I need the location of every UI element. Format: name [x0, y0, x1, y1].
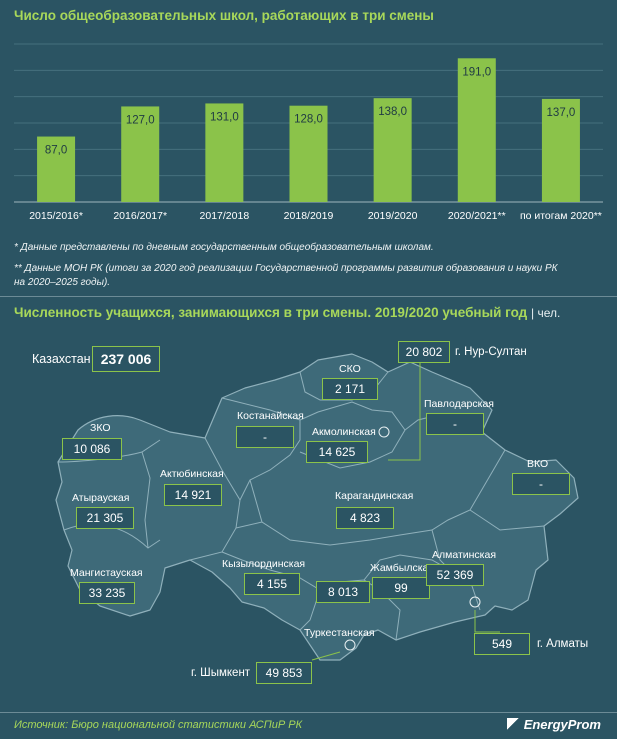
region-label-nur-sultan: г. Нур-Султан — [455, 346, 527, 358]
region-value-almaty-city: 549 — [474, 633, 530, 655]
region-label-kostanay: Костанайская — [237, 410, 304, 422]
region-value-kostanay: - — [236, 426, 294, 448]
region-value-almaty-region: 52 369 — [426, 564, 484, 586]
map-title-unit: | чел. — [531, 306, 561, 320]
leader-almaty — [474, 610, 500, 633]
nur-sultan-marker — [378, 426, 390, 438]
region-label-kyzylorda: Кызылординская — [222, 558, 306, 570]
bar — [289, 105, 328, 202]
bar-value-label: 191,0 — [462, 66, 491, 78]
kazakhstan-total: 237 006 — [92, 346, 160, 372]
bar — [541, 98, 580, 202]
region-value-atyrau: 21 305 — [76, 507, 134, 529]
map-outline — [55, 353, 579, 661]
region-value-vko: - — [512, 473, 570, 495]
region-value-zhambyl: 99 — [372, 577, 430, 599]
logo: EnergyProm — [506, 717, 601, 732]
region-label-karaganda: Карагандинская — [335, 490, 414, 502]
region-label-aktobe: Актюбинская — [160, 468, 224, 480]
region-value-turkestan: 8 013 — [316, 581, 370, 603]
x-tick-label: 2020/2021** — [448, 210, 506, 222]
region-value-zko: 10 086 — [62, 438, 122, 460]
region-value-sko: 2 171 — [322, 378, 378, 400]
footnote-2b: на 2020–2025 годы). — [14, 277, 111, 288]
border-kost — [221, 397, 301, 501]
region-label-almaty-city: г. Алматы — [537, 638, 589, 650]
bar — [373, 98, 412, 202]
border-kar — [249, 449, 506, 546]
region-label-zhambyl: Жамбылская — [370, 562, 435, 574]
bar-value-label: 87,0 — [45, 145, 67, 157]
footnote-1: * Данные представлены по дневным государ… — [14, 242, 434, 253]
region-label-pavlodar: Павлодарская — [424, 398, 494, 410]
bar-value-label: 127,0 — [126, 114, 155, 126]
map-title-text: Численность учащихся, занимающихся в три… — [14, 305, 528, 320]
logo-text: EnergyProm — [523, 717, 601, 732]
region-value-shymkent: 49 853 — [256, 662, 312, 684]
region-value-kyzylorda: 4 155 — [244, 573, 300, 595]
bar-chart: 87,0 2015/2016* 127,0 2016/2017* 131,0 2017/2… — [14, 43, 603, 222]
chart-title: Число общеобразовательных школ, работающ… — [14, 8, 434, 23]
bar — [457, 58, 496, 202]
border-akm — [299, 401, 406, 469]
region-label-zko: ЗКО — [90, 422, 111, 434]
bar — [37, 136, 76, 202]
map-title: Численность учащихся, занимающихся в три… — [14, 305, 560, 320]
region-label-atyrau: Атырауская — [72, 492, 130, 504]
footer: Источник: Бюро национальной статистики А… — [0, 712, 617, 739]
region-value-akmola: 14 625 — [306, 441, 368, 463]
border-vko — [469, 509, 545, 531]
region-label-vko: ВКО — [527, 458, 549, 470]
source-text: Источник: Бюро национальной статистики А… — [14, 719, 303, 731]
x-tick-label: 2018/2019 — [284, 210, 334, 222]
border-kyz — [221, 521, 321, 631]
leader-nur — [388, 358, 421, 461]
region-label-mangistau: Мангистауская — [70, 567, 143, 579]
region-value-mangistau: 33 235 — [79, 582, 135, 604]
x-tick-label: по итогам 2020** — [520, 210, 602, 222]
region-label-sko: СКО — [339, 363, 361, 375]
x-tick-label: 2016/2017* — [113, 210, 167, 222]
border-zko-atyr — [141, 451, 151, 549]
leader-shym — [311, 651, 341, 661]
bar-value-label: 138,0 — [378, 106, 407, 118]
region-label-turkestan: Туркестанская — [304, 627, 375, 639]
region-value-pavlodar: - — [426, 413, 484, 435]
region-value-aktobe: 14 921 — [164, 484, 222, 506]
bar — [205, 103, 244, 202]
x-tick-label: 2017/2018 — [200, 210, 250, 222]
region-label-almaty-region: Алматинская — [432, 549, 497, 561]
bar-value-label: 128,0 — [294, 114, 323, 126]
x-tick-label: 2019/2020 — [368, 210, 418, 222]
bar — [121, 106, 160, 202]
almaty-marker — [469, 596, 481, 608]
footnote-2a: ** Данные МОН РК (итоги за 2020 год реал… — [14, 263, 558, 274]
x-tick-label: 2015/2016* — [29, 210, 83, 222]
border-akt — [189, 437, 241, 561]
kazakhstan-label: Казахстан — [32, 352, 91, 366]
region-label-shymkent: г. Шымкент — [191, 667, 251, 679]
region-value-karaganda: 4 823 — [336, 507, 394, 529]
divider — [0, 296, 617, 297]
bar-value-label: 137,0 — [547, 107, 576, 119]
region-label-akmola: Акмолинская — [312, 426, 376, 438]
logo-icon — [506, 718, 521, 730]
region-value-nur-sultan: 20 802 — [398, 341, 450, 363]
shymkent-marker — [344, 639, 356, 651]
bar-value-label: 131,0 — [210, 111, 239, 123]
